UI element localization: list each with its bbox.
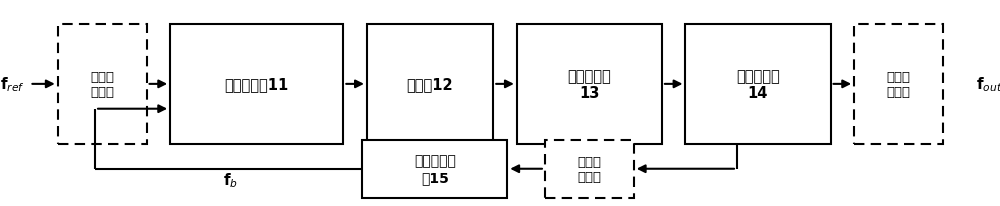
Bar — [517, 25, 662, 144]
Bar — [58, 25, 147, 144]
Bar — [362, 140, 507, 198]
Text: 第一相
位延时: 第一相 位延时 — [90, 70, 114, 98]
Text: 鉴频鉴相器11: 鉴频鉴相器11 — [225, 77, 289, 92]
Text: f$_{ref}$: f$_{ref}$ — [0, 75, 25, 94]
Text: f$_{b}$: f$_{b}$ — [223, 171, 238, 190]
Text: 电荷泵12: 电荷泵12 — [407, 77, 453, 92]
Bar — [545, 140, 634, 198]
Bar — [854, 25, 943, 144]
Bar — [685, 25, 831, 144]
Bar — [367, 25, 493, 144]
Text: 可编程分频
器15: 可编程分频 器15 — [414, 154, 456, 184]
Text: 第二相
位延时: 第二相 位延时 — [887, 70, 911, 98]
Text: 压控振荡器
14: 压控振荡器 14 — [736, 68, 780, 101]
Text: 第三相
位延时: 第三相 位延时 — [577, 155, 601, 183]
Text: f$_{out}$: f$_{out}$ — [976, 75, 1000, 94]
Bar — [170, 25, 343, 144]
Text: 环路滤波器
13: 环路滤波器 13 — [567, 68, 611, 101]
